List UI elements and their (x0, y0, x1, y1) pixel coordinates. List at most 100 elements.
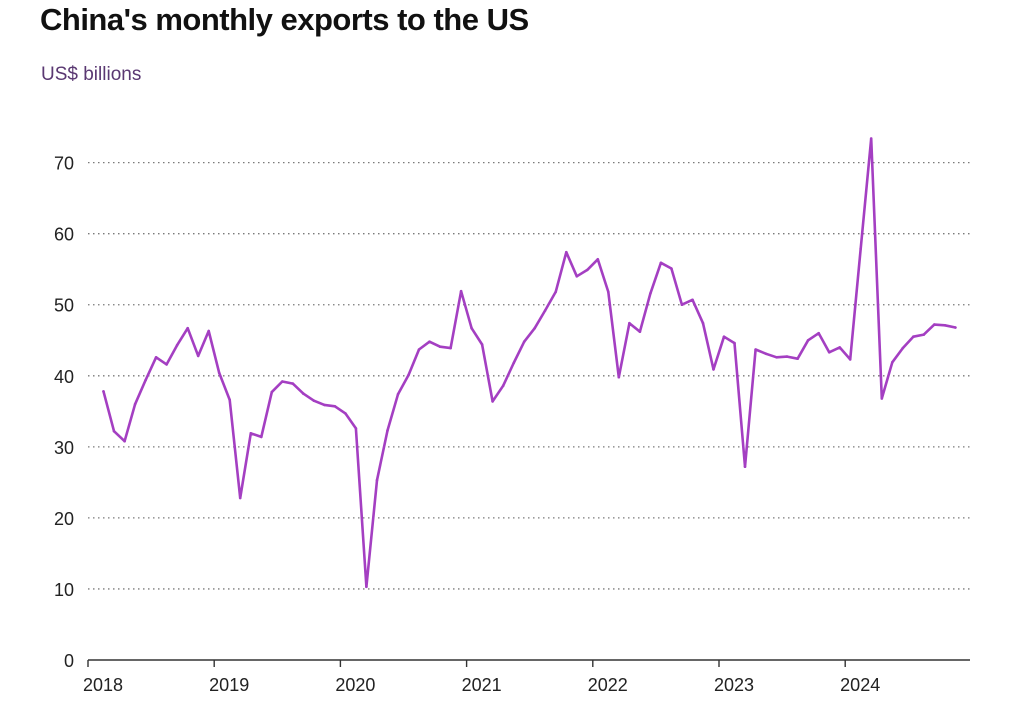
data-point (817, 331, 820, 335)
chart-title: China's monthly exports to the US (40, 2, 529, 37)
data-point (186, 326, 189, 330)
data-point (775, 356, 778, 359)
data-point (712, 368, 715, 371)
data-point (859, 247, 862, 250)
data-point (533, 326, 536, 330)
data-point (764, 352, 768, 356)
data-point (628, 321, 631, 325)
data-point (175, 343, 179, 347)
y-tick-label: 40 (54, 367, 74, 387)
data-point (291, 382, 295, 385)
data-point (922, 333, 926, 336)
data-point (638, 330, 642, 334)
data-point (512, 361, 515, 365)
data-point (754, 348, 757, 351)
data-point (480, 343, 484, 346)
data-point (196, 354, 200, 358)
data-point (954, 326, 957, 329)
data-point (386, 429, 389, 432)
x-tick-label: 2020 (335, 675, 375, 695)
data-point (501, 384, 505, 388)
y-tick-label: 0 (64, 651, 74, 671)
data-point (438, 345, 442, 349)
data-point (912, 335, 915, 339)
gridlines (88, 161, 970, 590)
data-point (722, 335, 726, 339)
data-point (806, 339, 810, 342)
data-point (869, 137, 873, 140)
y-tick-label: 50 (54, 296, 74, 316)
data-point (459, 289, 463, 293)
data-point (133, 402, 137, 406)
data-point (827, 351, 831, 354)
data-point (249, 432, 253, 435)
x-tick-label: 2019 (209, 675, 249, 695)
x-tick-label: 2024 (840, 675, 880, 695)
data-point (407, 373, 410, 377)
data-point (691, 298, 694, 302)
data-point (365, 585, 368, 589)
data-point (543, 309, 547, 312)
data-point (901, 346, 905, 350)
data-point (670, 267, 673, 270)
data-point (375, 478, 379, 482)
data-point (880, 397, 884, 400)
data-point (449, 346, 452, 350)
x-axis: 2018 2019 2020 2021 2022 2023 2024 (83, 660, 880, 695)
x-tick-label: 2018 (83, 675, 123, 695)
series-layer (102, 137, 957, 589)
data-point (565, 250, 568, 254)
data-point (123, 439, 126, 443)
data-point (238, 496, 242, 500)
data-point (396, 393, 400, 396)
data-point (680, 303, 684, 307)
x-tick-label: 2022 (588, 675, 628, 695)
data-point (144, 378, 147, 382)
y-tick-label: 30 (54, 438, 74, 458)
data-point (417, 348, 421, 351)
data-point (102, 390, 105, 393)
x-tick-label: 2021 (462, 675, 502, 695)
data-point (701, 321, 705, 325)
data-point (260, 435, 263, 439)
data-point (607, 290, 610, 294)
data-point (596, 258, 600, 261)
data-point (323, 403, 326, 407)
data-point (933, 323, 936, 326)
data-point (785, 355, 789, 358)
data-point (354, 427, 358, 430)
data-point (112, 429, 116, 433)
data-point (302, 392, 305, 395)
data-point (733, 341, 736, 345)
data-point (491, 400, 494, 403)
data-point (281, 380, 284, 383)
data-point (617, 375, 621, 379)
data-point (575, 275, 579, 278)
data-point (333, 405, 337, 408)
data-point (270, 390, 274, 394)
data-point (344, 412, 347, 415)
y-tick-label: 70 (54, 154, 74, 174)
data-point (470, 326, 473, 330)
data-point (891, 361, 894, 364)
series-line-0 (102, 137, 957, 589)
y-tick-label: 10 (54, 580, 74, 600)
data-point (659, 261, 663, 265)
data-point (586, 268, 589, 272)
data-point (312, 399, 316, 403)
data-point (428, 340, 431, 344)
data-point (743, 465, 747, 469)
data-point (165, 363, 168, 366)
data-point (554, 290, 557, 294)
data-point (154, 356, 158, 359)
data-point (943, 324, 947, 327)
y-tick-label: 20 (54, 509, 74, 529)
data-point (848, 358, 852, 361)
data-point (522, 340, 526, 344)
data-point (207, 329, 210, 333)
data-point (796, 357, 799, 361)
y-tick-label: 60 (54, 225, 74, 245)
data-point (649, 292, 652, 295)
x-tick-label: 2023 (714, 675, 754, 695)
